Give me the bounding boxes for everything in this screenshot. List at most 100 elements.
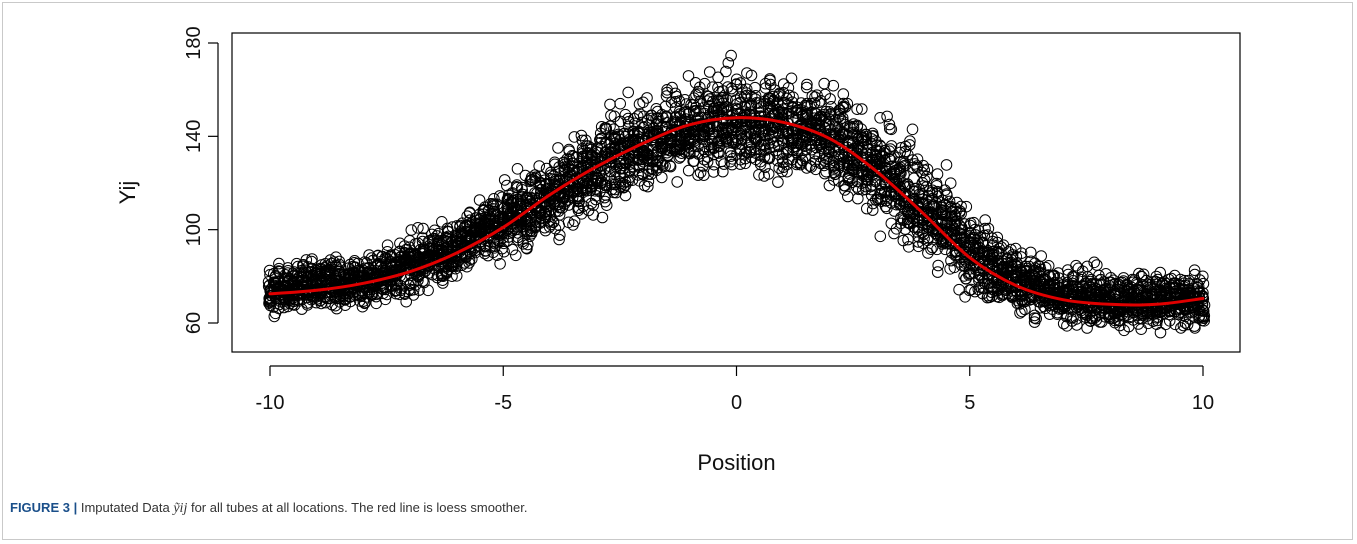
data-point — [358, 297, 371, 310]
data-point — [851, 103, 863, 115]
data-point — [484, 241, 497, 253]
data-point — [1169, 269, 1181, 282]
data-point — [902, 241, 915, 253]
data-point — [549, 222, 562, 235]
data-point — [1189, 322, 1201, 334]
data-point — [920, 170, 933, 183]
data-point — [1188, 264, 1201, 277]
data-point — [884, 122, 896, 135]
data-point — [939, 184, 951, 196]
data-point — [1191, 278, 1203, 290]
data-point — [1019, 303, 1031, 316]
data-point — [521, 242, 533, 255]
data-point — [1088, 256, 1100, 269]
data-point — [759, 129, 771, 142]
data-point — [636, 167, 649, 180]
data-point — [795, 97, 808, 109]
data-point — [738, 108, 751, 121]
data-point — [631, 110, 644, 122]
data-point — [575, 208, 588, 220]
data-point — [692, 169, 704, 181]
y-tick-label: 100 — [183, 213, 205, 246]
data-point — [552, 142, 564, 154]
data-point — [1154, 326, 1167, 339]
data-point — [899, 145, 912, 158]
data-point — [436, 216, 448, 228]
data-point — [987, 235, 999, 248]
data-point — [501, 179, 513, 192]
data-point — [1197, 277, 1210, 290]
data-point — [1015, 247, 1028, 259]
data-point — [418, 276, 430, 289]
data-point — [1070, 259, 1082, 272]
data-point — [696, 123, 709, 135]
data-point — [1159, 318, 1172, 331]
data-point — [720, 65, 732, 78]
data-point — [708, 158, 720, 171]
data-point — [734, 77, 747, 89]
caption-figure-label: FIGURE 3 | — [10, 500, 78, 515]
data-point — [278, 301, 290, 314]
data-point — [1028, 312, 1041, 324]
data-point — [442, 230, 455, 243]
data-point — [669, 87, 682, 100]
y-tick-label: 140 — [183, 120, 205, 153]
data-point — [959, 291, 971, 303]
data-point — [800, 81, 813, 94]
data-point — [1081, 322, 1093, 334]
data-point — [689, 77, 702, 89]
data-point — [407, 283, 420, 296]
data-point — [839, 184, 851, 196]
data-point — [701, 151, 714, 163]
data-point — [749, 90, 762, 102]
data-point — [991, 236, 1004, 249]
x-tick-label: 5 — [964, 392, 975, 414]
data-point — [1133, 267, 1145, 280]
data-point — [791, 156, 804, 169]
y-tick-label: 180 — [183, 26, 205, 59]
data-point — [1071, 319, 1083, 331]
data-point — [772, 176, 784, 188]
data-point — [939, 199, 951, 211]
data-point — [697, 160, 709, 172]
data-point — [1009, 242, 1022, 255]
data-point — [842, 190, 854, 203]
data-point — [1105, 272, 1117, 284]
data-point — [637, 110, 650, 123]
data-point — [599, 122, 611, 134]
data-point — [473, 194, 486, 206]
data-point — [781, 165, 793, 178]
data-point — [931, 266, 944, 278]
data-point — [906, 123, 919, 136]
data-point — [785, 72, 798, 85]
data-point — [833, 126, 846, 138]
data-point — [664, 159, 676, 172]
data-point — [707, 166, 720, 178]
data-point — [494, 258, 506, 270]
data-point — [568, 131, 581, 143]
data-point — [776, 165, 789, 178]
data-point — [1065, 312, 1077, 324]
data-point — [671, 176, 684, 188]
data-point — [813, 96, 825, 109]
data-point — [800, 162, 813, 174]
loess-smoother-line — [268, 116, 1205, 307]
data-point — [883, 118, 896, 131]
data-point — [1089, 310, 1102, 322]
data-point — [825, 101, 838, 113]
data-point — [804, 160, 816, 172]
data-point — [1028, 316, 1041, 328]
data-point — [943, 195, 956, 208]
data-point — [903, 139, 916, 151]
data-point — [1042, 260, 1055, 272]
data-point — [704, 123, 716, 136]
data-point — [837, 101, 850, 114]
data-point — [979, 222, 991, 235]
data-point — [596, 211, 609, 224]
caption-math-symbol: ỹij — [173, 501, 188, 516]
data-point — [881, 110, 893, 123]
data-point — [895, 142, 907, 154]
data-point — [1024, 246, 1037, 259]
data-point — [834, 104, 846, 116]
